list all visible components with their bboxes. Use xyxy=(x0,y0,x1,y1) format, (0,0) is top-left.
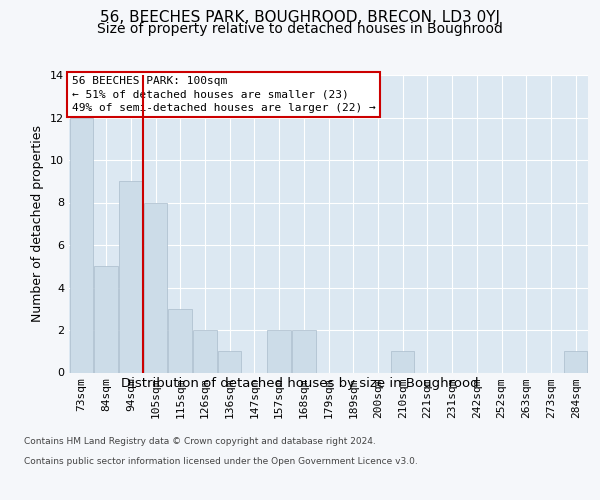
Text: Distribution of detached houses by size in Boughrood: Distribution of detached houses by size … xyxy=(121,378,479,390)
Bar xyxy=(268,330,291,372)
Bar xyxy=(564,351,587,372)
Text: Contains public sector information licensed under the Open Government Licence v3: Contains public sector information licen… xyxy=(24,458,418,466)
Bar xyxy=(391,351,415,372)
Bar xyxy=(144,202,167,372)
Bar xyxy=(193,330,217,372)
Text: 56 BEECHES PARK: 100sqm
← 51% of detached houses are smaller (23)
49% of semi-de: 56 BEECHES PARK: 100sqm ← 51% of detache… xyxy=(71,76,376,113)
Bar xyxy=(169,308,192,372)
Bar xyxy=(292,330,316,372)
Text: Contains HM Land Registry data © Crown copyright and database right 2024.: Contains HM Land Registry data © Crown c… xyxy=(24,438,376,446)
Bar xyxy=(70,118,93,372)
Y-axis label: Number of detached properties: Number of detached properties xyxy=(31,125,44,322)
Bar xyxy=(218,351,241,372)
Text: 56, BEECHES PARK, BOUGHROOD, BRECON, LD3 0YJ: 56, BEECHES PARK, BOUGHROOD, BRECON, LD3… xyxy=(100,10,500,25)
Text: Size of property relative to detached houses in Boughrood: Size of property relative to detached ho… xyxy=(97,22,503,36)
Bar xyxy=(119,181,143,372)
Bar xyxy=(94,266,118,372)
